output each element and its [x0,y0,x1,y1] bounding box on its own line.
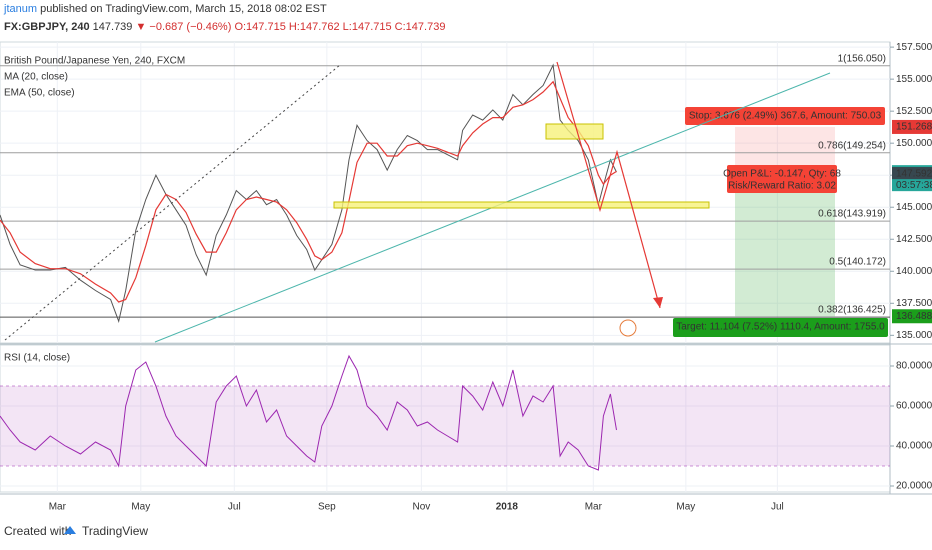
price-label: 136.488 [896,311,932,322]
zone-box[interactable] [545,123,604,140]
layers: Mar May Jul Sep Nov 2018 Mar May Jul 135.000 137.5… [0,42,932,513]
y-tick-label: 155.000 [896,74,932,85]
zone-box[interactable] [333,201,710,209]
last-price: 147.739 [92,21,133,33]
event-icon[interactable] [619,319,637,337]
price-label-box [892,119,932,134]
y-tick-label: 80.0000 [896,361,932,372]
footer-brand[interactable]: TradingView [82,524,149,538]
fib-label: 1(156.050) [838,53,886,64]
price-label: 151.268 [896,122,932,133]
y-tick-label: 140.000 [896,266,932,277]
stop-label-box [685,107,885,125]
x-tick-label: Sep [318,502,336,513]
arrow-head [653,297,663,308]
price-label-box [892,167,932,182]
pl-label-box [727,165,837,193]
price-label: 147.592 [896,169,932,180]
y-tick-label: 60.0000 [896,401,932,412]
x-tick-label: May [131,502,150,513]
y-tick-label: 135.000 [896,330,932,341]
series-line [0,354,617,471]
fib-label: 0.786(149.254) [818,140,886,151]
x-tick-label: Jul [228,502,241,513]
publish-line: jtanum published on TradingView.com, Mar… [4,3,327,15]
timer-box [892,179,932,192]
x-tick-label: May [676,502,695,513]
fib-label: 0.5(140.172) [829,257,886,268]
fib-label: 0.382(136.425) [818,305,886,316]
y-tick-label: 152.500 [896,106,932,117]
y-tick-label: 142.500 [896,234,932,245]
x-tick-label: Mar [585,502,603,513]
x-tick-label: Nov [412,502,430,513]
projection-arrow[interactable] [556,61,661,309]
pl-label-text: Open P&L: -0.147, Qty: 68 [723,169,841,180]
y-tick-label: 145.000 [896,202,932,213]
target-label-text: Target: 11.104 (7.52%) 1110.4, Amount: 1… [676,322,885,333]
symbol: FX:GBPJPY, 240 [4,21,90,33]
ohlc: O:147.715 H:147.762 L:147.715 C:147.739 [234,21,446,33]
x-tick-label: 2018 [496,502,519,513]
stop-label-text: Stop: 3.676 (2.49%) 367.6, Amount: 750.0… [689,111,882,122]
target-zone [735,174,835,317]
legend-entry: RSI (14, close) [4,353,70,364]
x-tick-label: Jul [771,502,784,513]
y-tick-label: 137.500 [896,298,932,309]
publisher[interactable]: jtanum [4,3,38,15]
x-tick-label: Mar [49,502,67,513]
trend-line-dotted[interactable] [4,64,341,341]
series-line [0,63,617,323]
symbol-line: FX:GBPJPY, 240 147.739 ▼ −0.687 (−0.46%)… [4,21,445,33]
legend-entry: EMA (50, close) [4,88,75,99]
drawings [4,61,831,343]
y-tick-label: 157.500 [896,42,932,53]
target-label-box [673,318,888,337]
y-tick-label: 20.0000 [896,481,932,492]
rsi-band [0,386,890,466]
series-line [0,80,617,303]
fib-label: 0.618(143.919) [818,209,886,220]
legend-entry: MA (20, close) [4,72,68,83]
y-tick-label: 40.0000 [896,441,932,452]
y-tick-label: 150.000 [896,138,932,149]
legend-entry: British Pound/Japanese Yen, 240, FXCM [4,56,185,67]
published: published on TradingView.com, March 15, … [40,3,327,15]
footer-created: Created with [4,524,72,538]
price-label-box [892,309,932,324]
timer: 03:57:38 [896,180,932,191]
pl-label-text: Risk/Reward Ratio: 3.02 [728,181,836,192]
change: ▼ −0.687 (−0.46%) [135,21,232,33]
